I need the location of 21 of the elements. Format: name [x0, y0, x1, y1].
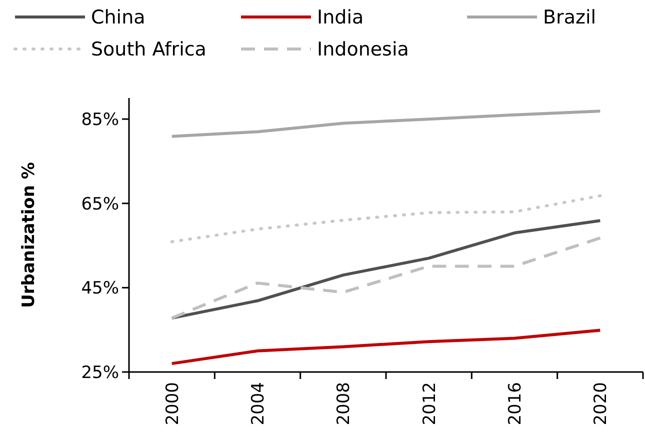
- line-series: [170, 194, 602, 244]
- y-tick-label: 85%: [81, 110, 119, 130]
- legend-label: South Africa: [91, 38, 206, 61]
- legend-label: India: [317, 6, 364, 29]
- y-axis-title: Urbanization %: [18, 162, 39, 308]
- legend-label: Brazil: [543, 6, 596, 29]
- y-tick-label: 65%: [81, 194, 119, 214]
- line-series: [170, 236, 602, 320]
- line-series: [170, 219, 602, 320]
- legend-label: China: [91, 6, 146, 29]
- x-tick-label: 2012: [420, 382, 440, 426]
- y-tick-label: 25%: [81, 362, 119, 383]
- x-tick-label: 2016: [505, 382, 526, 426]
- x-tick-label: 2004: [248, 382, 268, 426]
- legend-label: Indonesia: [317, 38, 409, 61]
- line-series: [170, 110, 602, 138]
- line-series: [170, 328, 602, 366]
- y-tick-label: 45%: [81, 278, 119, 299]
- x-tick-label: 2020: [591, 382, 612, 426]
- x-tick-label: 2000: [162, 382, 183, 426]
- x-tick-label: 2008: [334, 382, 354, 426]
